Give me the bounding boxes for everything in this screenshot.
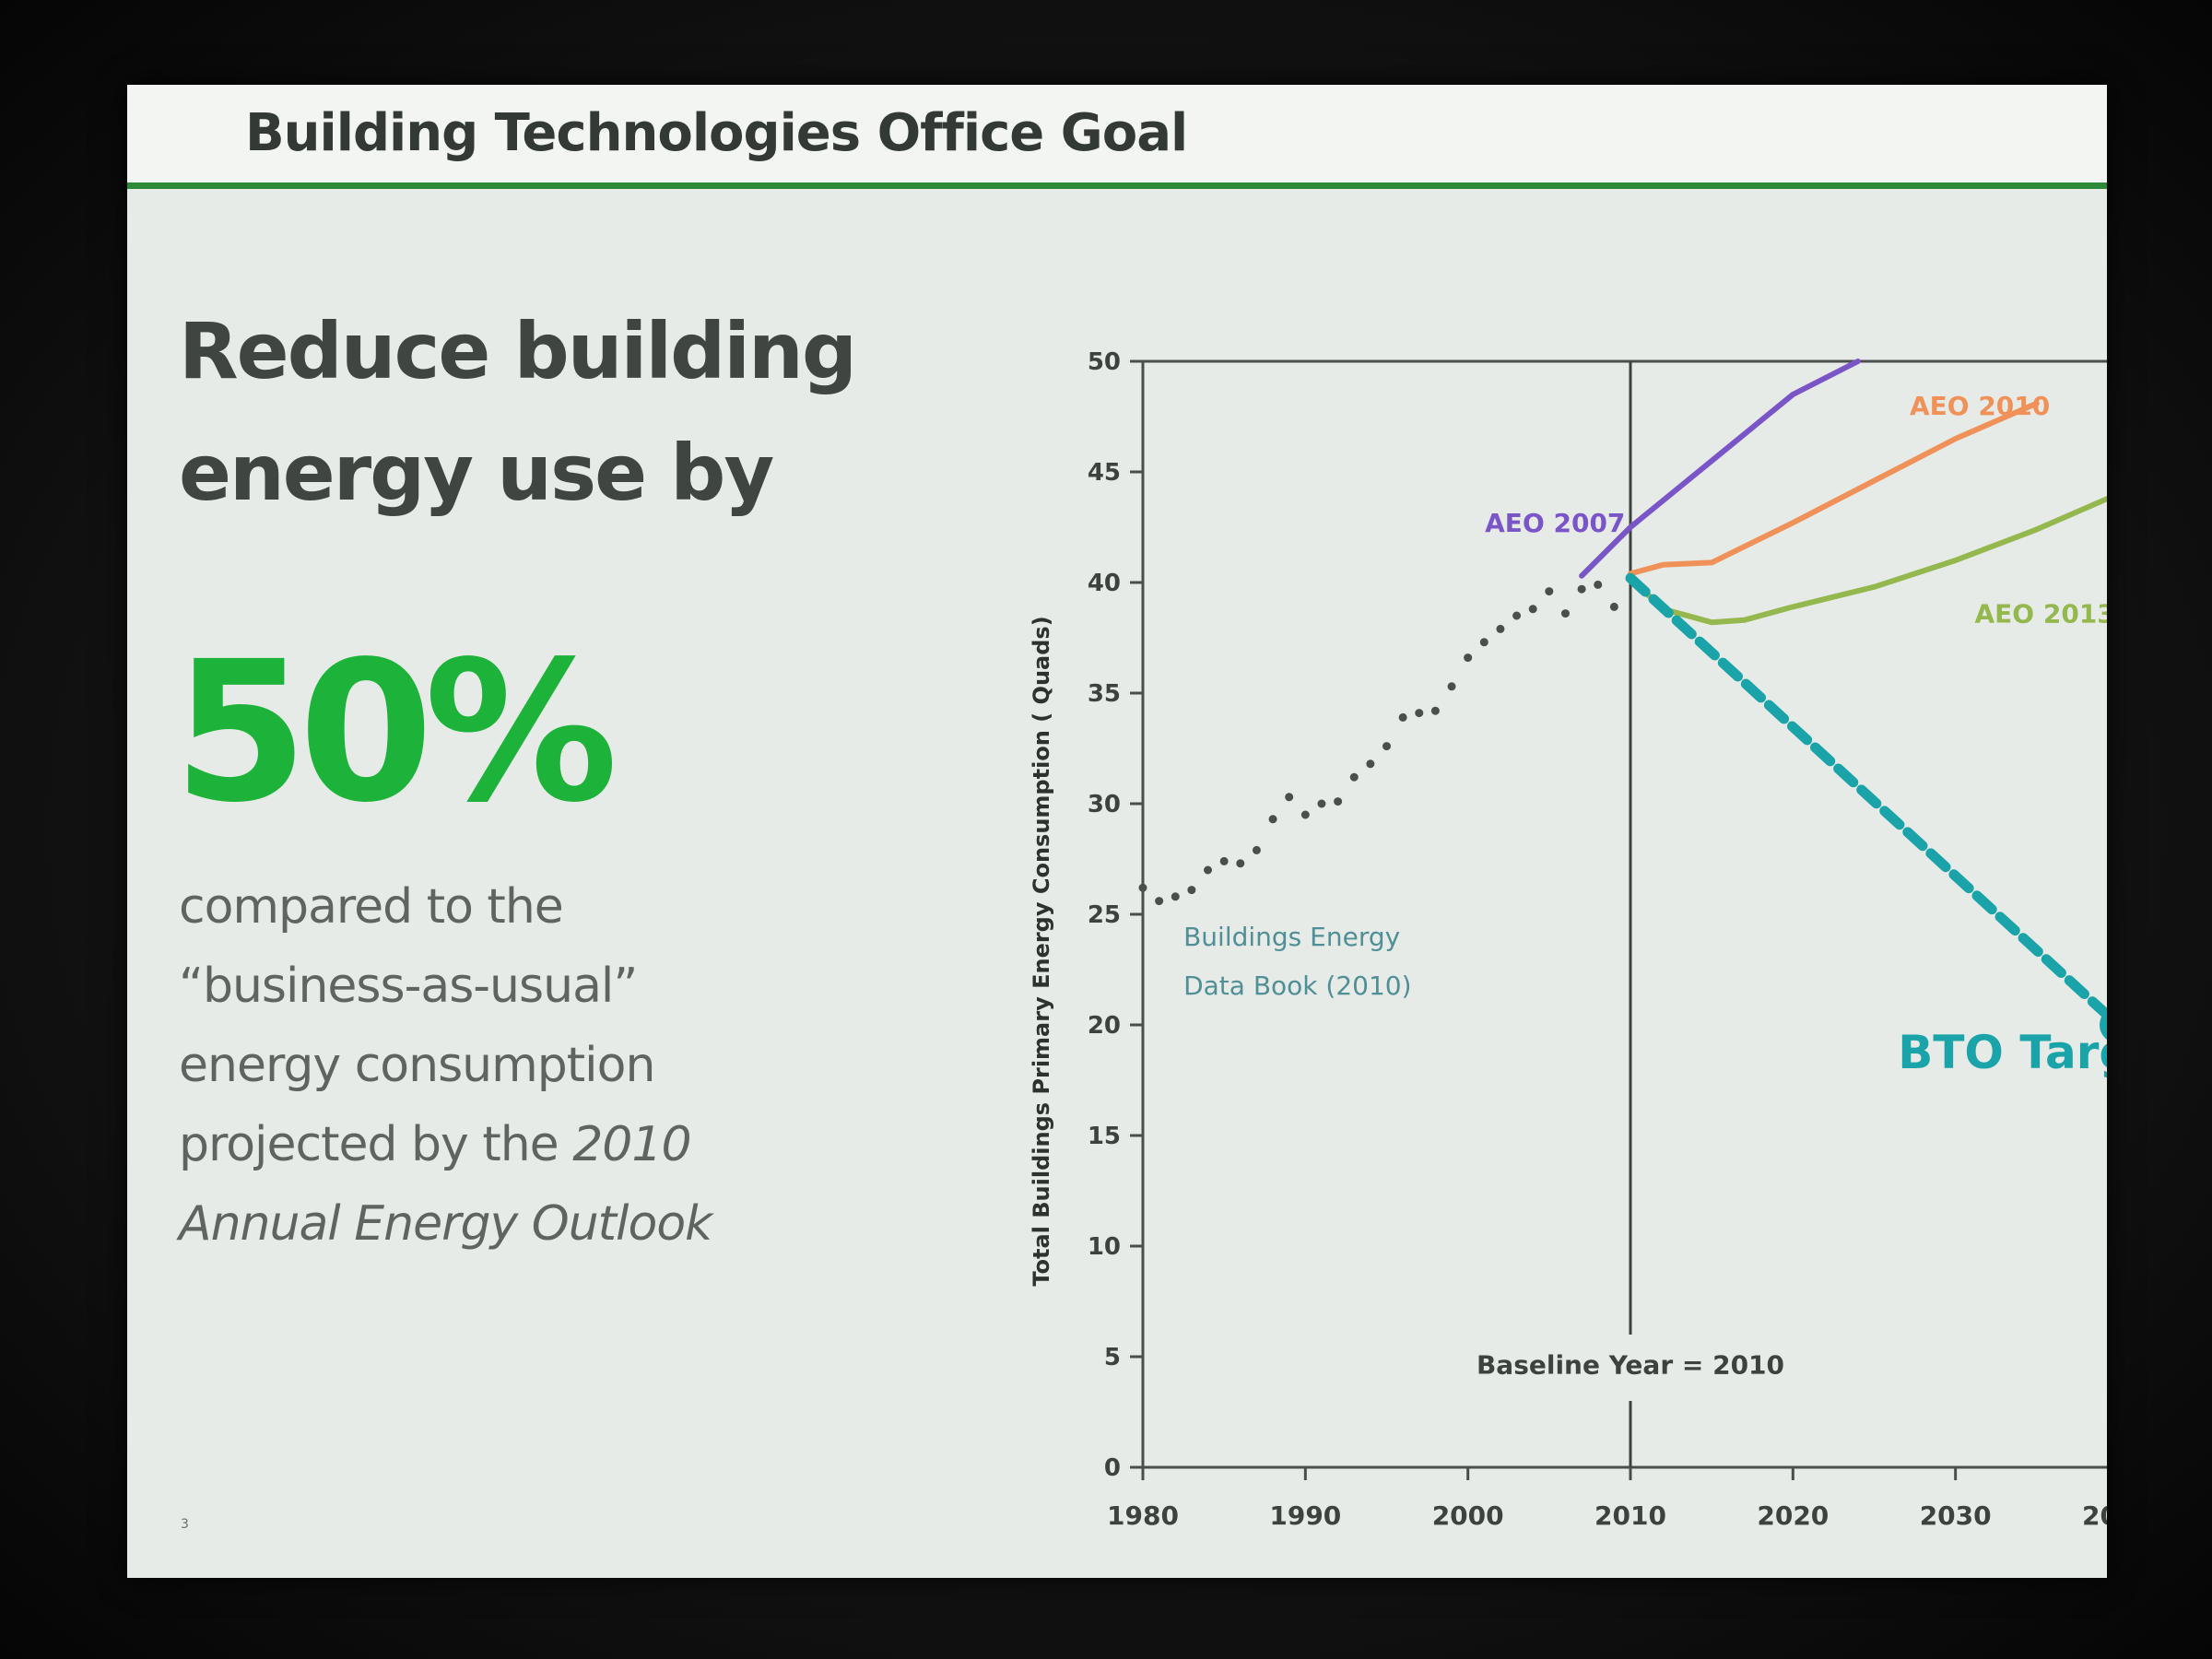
y-tick-label: 45 (1088, 459, 1121, 487)
aeo-2007-label: AEO 2007 (1485, 508, 1625, 538)
historical-data-point (1349, 772, 1359, 782)
aeo-2007-line (1579, 359, 1861, 579)
goal-percent: 50% (173, 619, 618, 845)
historical-data-point (1398, 712, 1407, 722)
historical-data-point (1138, 883, 1147, 892)
historical-data-point (1204, 865, 1213, 875)
y-tick-label: 50 (1088, 348, 1121, 376)
description-line-4: projected by the 2010 (179, 1117, 692, 1172)
y-tick-label: 15 (1088, 1123, 1121, 1150)
historical-data-point (1171, 892, 1180, 901)
bto-target-marker (2100, 1010, 2107, 1040)
historical-data-point (1252, 845, 1261, 854)
x-tick-label: 2010 (1594, 1500, 1666, 1531)
historical-data-point (1334, 797, 1343, 806)
historical-data-point (1512, 611, 1522, 620)
historical-data-point (1430, 706, 1440, 715)
x-tick-label: 2020 (1757, 1500, 1829, 1531)
historical-data-point (1479, 638, 1488, 647)
x-tick-label: 2000 (1432, 1500, 1504, 1531)
y-tick-label: 30 (1088, 791, 1121, 818)
historical-data-point (1285, 793, 1294, 802)
y-tick-label: 35 (1088, 680, 1121, 708)
energy-consumption-chart: 0 5 10 15 20 25 30 35 40 45 50 1980 1990 2000 2010 2020… (1029, 348, 2107, 1578)
description-line-1: compared to the (179, 879, 564, 935)
historical-data-point (1609, 602, 1618, 611)
bto-target-line (1625, 572, 2107, 1022)
aeo-2010-label: AEO 2010 (1910, 391, 2050, 421)
historical-data-point (1317, 799, 1326, 808)
y-tick-label: 25 (1088, 901, 1121, 929)
aeo-2010-line (1628, 400, 2040, 577)
data-book-label-line-2: Data Book (2010) (1183, 971, 1411, 1001)
historical-data-point (1300, 810, 1310, 819)
bto-target-label: BTO Target (1898, 1026, 2107, 1079)
historical-data-point (1447, 682, 1456, 691)
historical-data-point (1577, 584, 1586, 594)
slide-header: Building Technologies Office Goal (127, 85, 2107, 184)
chart-labels: 0 5 10 15 20 25 30 35 40 45 50 1980 1990 2000 2010 2020… (1029, 348, 2107, 1578)
chart-axes (1130, 359, 2107, 1480)
y-tick-label: 20 (1088, 1012, 1121, 1040)
x-axis-label: Year (1572, 1572, 1688, 1578)
x-tick-label: 2030 (1920, 1500, 1992, 1531)
header-rule (127, 182, 2107, 189)
historical-data-point (1236, 859, 1245, 868)
description-line-3: energy consumption (179, 1038, 655, 1093)
baseline-label: Baseline Year = 2010 (1477, 1350, 1784, 1381)
historical-data-point (1268, 815, 1277, 824)
historical-data-point (1155, 897, 1164, 906)
aeo-2013-label: AEO 2013 (1975, 599, 2107, 629)
description-line-4-prefix: projected by the (179, 1117, 573, 1172)
x-tick-label: 2040 (2082, 1500, 2107, 1531)
x-tick-label: 1980 (1107, 1500, 1179, 1531)
data-book-label-line-1: Buildings Energy (1183, 922, 1400, 952)
aeo-2013-line (1628, 495, 2107, 626)
historical-data-point (1366, 759, 1375, 769)
historical-data-point (1382, 742, 1391, 751)
slide-number: 3 (181, 1517, 189, 1532)
historical-data-point (1528, 605, 1537, 614)
description-line-4-year: 2010 (572, 1117, 691, 1172)
historical-data-point (1415, 709, 1424, 718)
historical-data-point (1464, 653, 1473, 663)
y-axis-label: Total Buildings Primary Energy Consumpti… (1029, 616, 1054, 1286)
slide-title: Building Technologies Office Goal (245, 103, 1188, 163)
historical-data-point (1560, 609, 1570, 618)
slide: Building Technologies Office Goal Reduce… (127, 85, 2107, 1578)
historical-data-point (1594, 580, 1603, 589)
historical-data-point (1545, 587, 1554, 596)
y-tick-label: 40 (1088, 570, 1121, 597)
goal-headline-line-2: energy use by (179, 428, 774, 518)
goal-headline-line-1: Reduce building (179, 306, 857, 396)
y-tick-label: 5 (1104, 1344, 1121, 1371)
y-tick-label: 10 (1088, 1233, 1121, 1261)
historical-data-point (1496, 624, 1505, 633)
historical-data-point (1187, 886, 1196, 895)
y-tick-label: 0 (1104, 1454, 1121, 1482)
description-line-5: Annual Energy Outlook (179, 1196, 712, 1252)
description-line-2: “business-as-usual” (179, 959, 638, 1014)
historical-data-point (1219, 856, 1229, 865)
chart-series (1138, 359, 2107, 1040)
x-tick-label: 1990 (1269, 1500, 1341, 1531)
